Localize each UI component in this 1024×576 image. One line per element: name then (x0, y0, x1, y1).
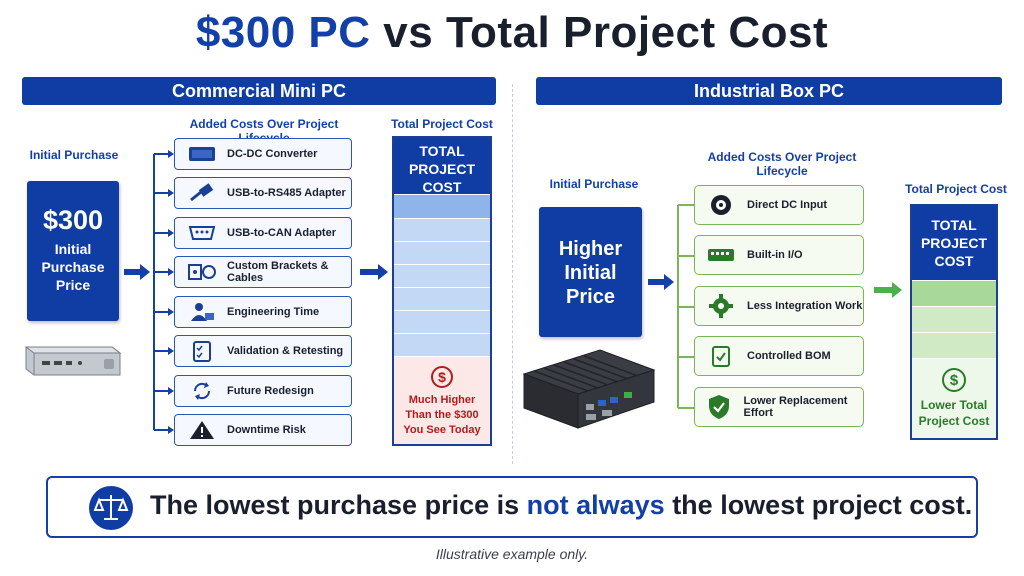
left-arrow-2 (358, 262, 390, 282)
shield-check-icon (707, 393, 732, 421)
left-initial-label: Initial Purchase (29, 148, 119, 162)
left-total-segment (394, 310, 490, 333)
page-title: $300 PC vs Total Project Cost (195, 8, 829, 57)
industrial-pc-image (520, 342, 658, 432)
right-total-segment (912, 332, 996, 358)
conclusion-text: The lowest purchase price is not always … (150, 490, 973, 520)
io-board-icon (707, 241, 735, 269)
svg-text:$: $ (438, 369, 446, 385)
right-total-label: Total Project Cost (905, 182, 1007, 196)
left-total-note: $ Much Higher Than the $300 You See Toda… (394, 356, 490, 444)
right-total-note: $ Lower Total Project Cost (912, 358, 996, 438)
left-total-header: TOTAL PROJECT COST (394, 138, 490, 195)
left-price-desc-1: Initial (54, 241, 92, 257)
right-total-header: TOTAL PROJECT COST (912, 206, 996, 280)
left-total-column: TOTAL PROJECT COST $ Much Higher Than th… (392, 136, 492, 446)
industrial-banner: Industrial Box PC (536, 77, 1002, 105)
item-engineering-time: Engineering Time (174, 296, 352, 328)
right-arrow-1 (646, 272, 676, 292)
right-total-segment (912, 306, 996, 332)
left-total-segment (394, 194, 490, 218)
refresh-icon (187, 380, 217, 402)
right-price-box: Higher Initial Price (539, 207, 642, 337)
disclaimer-note: Illustrative example only. (435, 546, 589, 562)
dollar-icon: $ (430, 365, 454, 389)
gear-icon (707, 292, 735, 320)
converter-icon (187, 143, 217, 165)
checklist-icon (187, 340, 217, 362)
mini-pc-image (20, 333, 124, 383)
left-total-segment (394, 241, 490, 264)
left-price-desc-3: Price (55, 277, 91, 293)
scales-icon (88, 485, 134, 531)
power-jack-icon (707, 191, 735, 219)
item-direct-dc-input: Direct DC Input (694, 185, 864, 225)
bracket-cable-icon (187, 261, 217, 283)
left-tree-lines (148, 145, 176, 445)
left-price-box: $300 Initial Purchase Price (27, 181, 119, 321)
section-divider (512, 84, 513, 464)
left-total-segment (394, 264, 490, 287)
item-less-integration: Less Integration Work (694, 286, 864, 326)
serial-port-icon (187, 222, 217, 244)
item-downtime-risk: Downtime Risk (174, 414, 352, 446)
warning-icon (187, 419, 217, 441)
left-price-value: $300 (42, 205, 104, 235)
left-arrow-1 (122, 262, 152, 282)
item-usb-rs485: USB-to-RS485 Adapter (174, 177, 352, 209)
dollar-icon: $ (941, 367, 967, 393)
right-total-segment (912, 280, 996, 306)
item-future-redesign: Future Redesign (174, 375, 352, 407)
item-dc-dc-converter: DC-DC Converter (174, 138, 352, 170)
left-total-segment (394, 287, 490, 310)
item-usb-can: USB-to-CAN Adapter (174, 217, 352, 249)
item-built-in-io: Built-in I/O (694, 235, 864, 275)
left-total-segment (394, 218, 490, 241)
usb-cable-icon (187, 182, 217, 204)
item-validation: Validation & Retesting (174, 335, 352, 367)
clipboard-check-icon (707, 342, 735, 370)
item-lower-replacement: Lower Replacement Effort (694, 387, 864, 427)
item-brackets-cables: Custom Brackets & Cables (174, 256, 352, 288)
svg-text:$: $ (950, 372, 959, 389)
right-added-label: Added Costs Over Project Lifecycle (707, 150, 857, 178)
right-initial-label: Initial Purchase (549, 177, 639, 191)
engineer-icon (187, 301, 217, 323)
right-tree-lines (672, 198, 698, 418)
item-controlled-bom: Controlled BOM (694, 336, 864, 376)
right-arrow-2 (872, 280, 904, 300)
conclusion-box (46, 476, 978, 538)
left-price-desc-2: Purchase (41, 259, 105, 275)
left-total-label: Total Project Cost (391, 117, 493, 131)
left-total-segment (394, 333, 490, 356)
commercial-banner: Commercial Mini PC (22, 77, 496, 105)
right-total-column: TOTAL PROJECT COST $ Lower Total Project… (910, 204, 998, 440)
